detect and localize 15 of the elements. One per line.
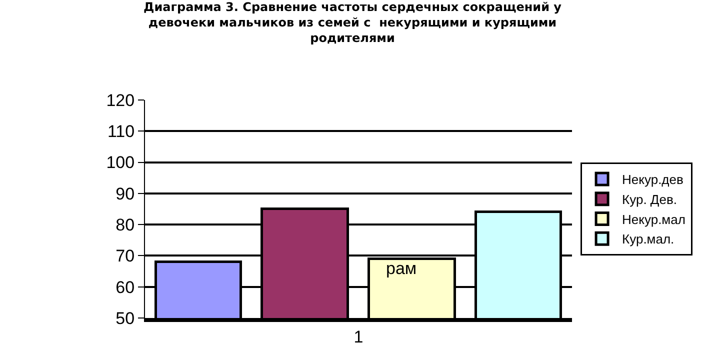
x-tick-label: 1 [354,327,364,346]
y-tick-label: 120 [106,90,135,110]
annotation: рам [386,259,417,278]
y-tick-label: 70 [116,246,135,266]
y-tick-label: 50 [116,308,135,328]
y-tick-label: 90 [116,184,135,204]
legend-label: Некур.мал [622,212,686,227]
y-tick-label: 100 [106,153,135,172]
y-tick-label: 110 [107,122,135,142]
legend-label: Кур. Дев. [622,192,677,207]
chart-title: Диаграмма 3. Сравнение частоты сердечных сокращений у девочеки мальчиков из семей с некурящими и курящими родителями [144,0,562,46]
legend-label: Некур.дев [622,172,684,188]
y-tick-label: 80 [116,216,135,235]
y-tick-label: 60 [116,278,135,297]
legend-label: Кур.мал. [622,232,674,247]
